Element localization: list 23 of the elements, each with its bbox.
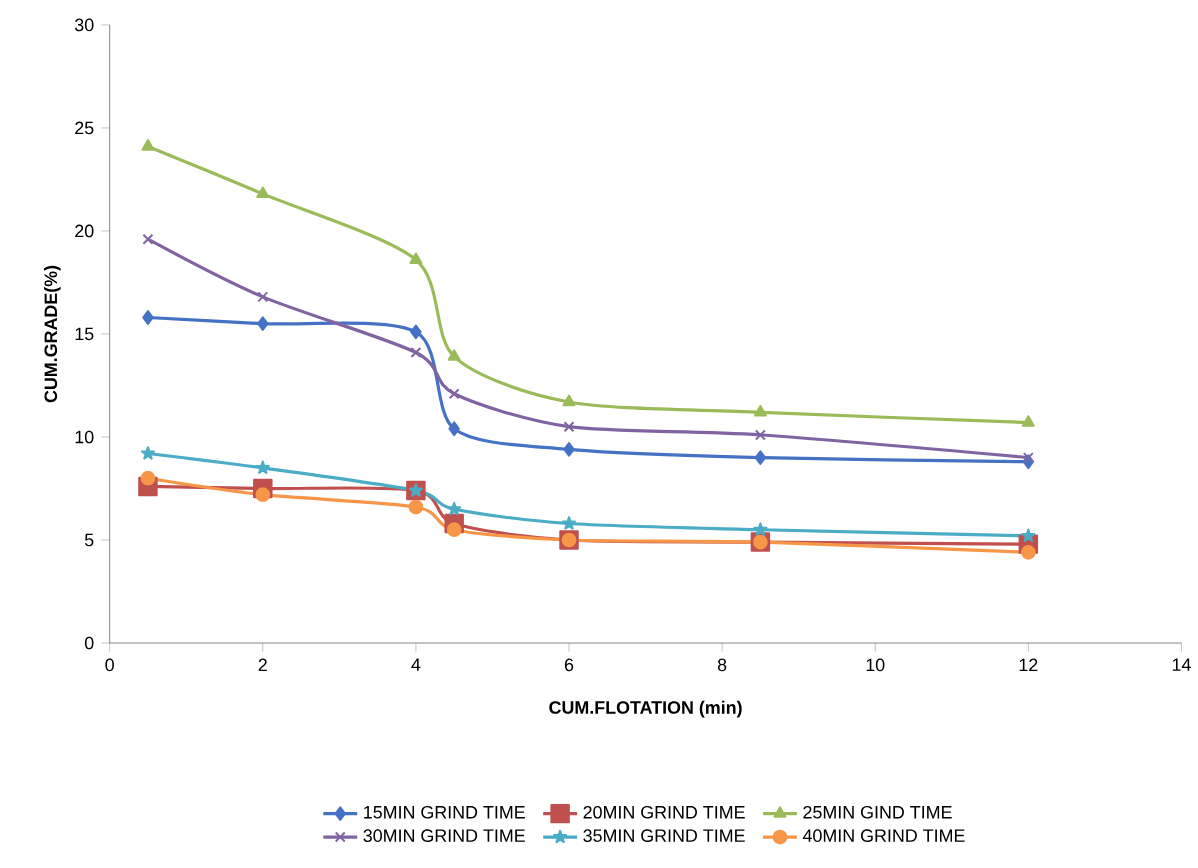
legend-label: 25MIN GIND TIME (803, 805, 952, 819)
legend-label: 40MIN GRIND TIME (802, 829, 965, 842)
legend-label: 20MIN GRIND TIME (583, 805, 745, 819)
y-tick-label: 25 (75, 121, 94, 135)
y-tick-label: 5 (84, 533, 94, 547)
x-tick-label: 8 (717, 658, 727, 672)
x-axis-title: CUM.FLOTATION (min) (549, 700, 742, 718)
y-axis-title: CUM.GRADE(%) (43, 265, 61, 403)
x-tick-label: 14 (1172, 658, 1191, 671)
legend-label: 30MIN GRIND TIME (363, 829, 525, 842)
y-tick-label: 10 (75, 430, 94, 444)
x-tick-label: 6 (564, 658, 574, 672)
x-tick-label: 4 (411, 658, 421, 671)
y-tick-label: 0 (84, 636, 94, 650)
x-tick-label: 10 (866, 658, 885, 672)
legend-label: 35MIN GRIND TIME (583, 829, 745, 842)
x-tick-label: 12 (1019, 658, 1038, 671)
x-tick-label: 2 (258, 658, 267, 671)
y-tick-label: 30 (74, 18, 94, 32)
legend-label: 15MIN GRIND TIME (364, 805, 525, 819)
y-tick-label: 15 (75, 327, 94, 341)
x-tick-label: 0 (105, 658, 114, 672)
y-tick-label: 20 (75, 224, 94, 238)
